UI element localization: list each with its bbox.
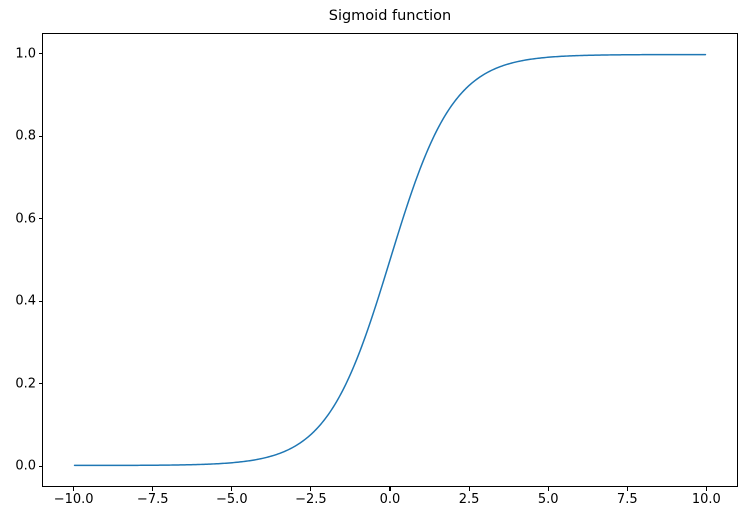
x-tick-mark (152, 487, 154, 491)
y-tick-mark (38, 300, 42, 302)
x-tick-label: 5.0 (537, 492, 559, 507)
y-tick-label: 1.0 (15, 46, 36, 62)
x-tick-label: −10.0 (53, 492, 94, 507)
y-tick-mark (38, 465, 42, 467)
y-tick-label: 0.0 (15, 458, 36, 474)
y-tick-label: 0.2 (15, 376, 36, 392)
x-tick-mark (231, 487, 233, 491)
x-tick-mark (73, 487, 75, 491)
x-tick-label: −7.5 (136, 492, 169, 507)
y-tick-label: 0.4 (15, 293, 36, 309)
plot-axes (42, 33, 738, 487)
x-tick-mark (468, 487, 470, 491)
y-tick-mark (38, 218, 42, 220)
sigmoid-curve-svg (73, 53, 707, 467)
y-tick-mark (38, 383, 42, 385)
x-tick-label: 7.5 (616, 492, 638, 507)
x-tick-label: 10.0 (691, 492, 721, 507)
x-tick-mark (310, 487, 312, 491)
y-tick-mark (38, 135, 42, 137)
chart-title: Sigmoid function (328, 8, 452, 24)
x-tick-label: −2.5 (295, 492, 327, 507)
x-tick-mark (389, 487, 391, 491)
x-tick-mark (547, 487, 549, 491)
x-tick-mark (626, 487, 628, 491)
x-tick-mark (705, 487, 707, 491)
x-tick-label: 0.0 (379, 492, 401, 507)
sigmoid-line (73, 53, 707, 467)
y-tick-label: 0.8 (15, 128, 36, 144)
x-tick-label: −5.0 (216, 492, 248, 507)
y-tick-label: 0.6 (15, 211, 36, 227)
x-tick-label: 2.5 (458, 492, 480, 507)
y-tick-mark (38, 53, 42, 55)
